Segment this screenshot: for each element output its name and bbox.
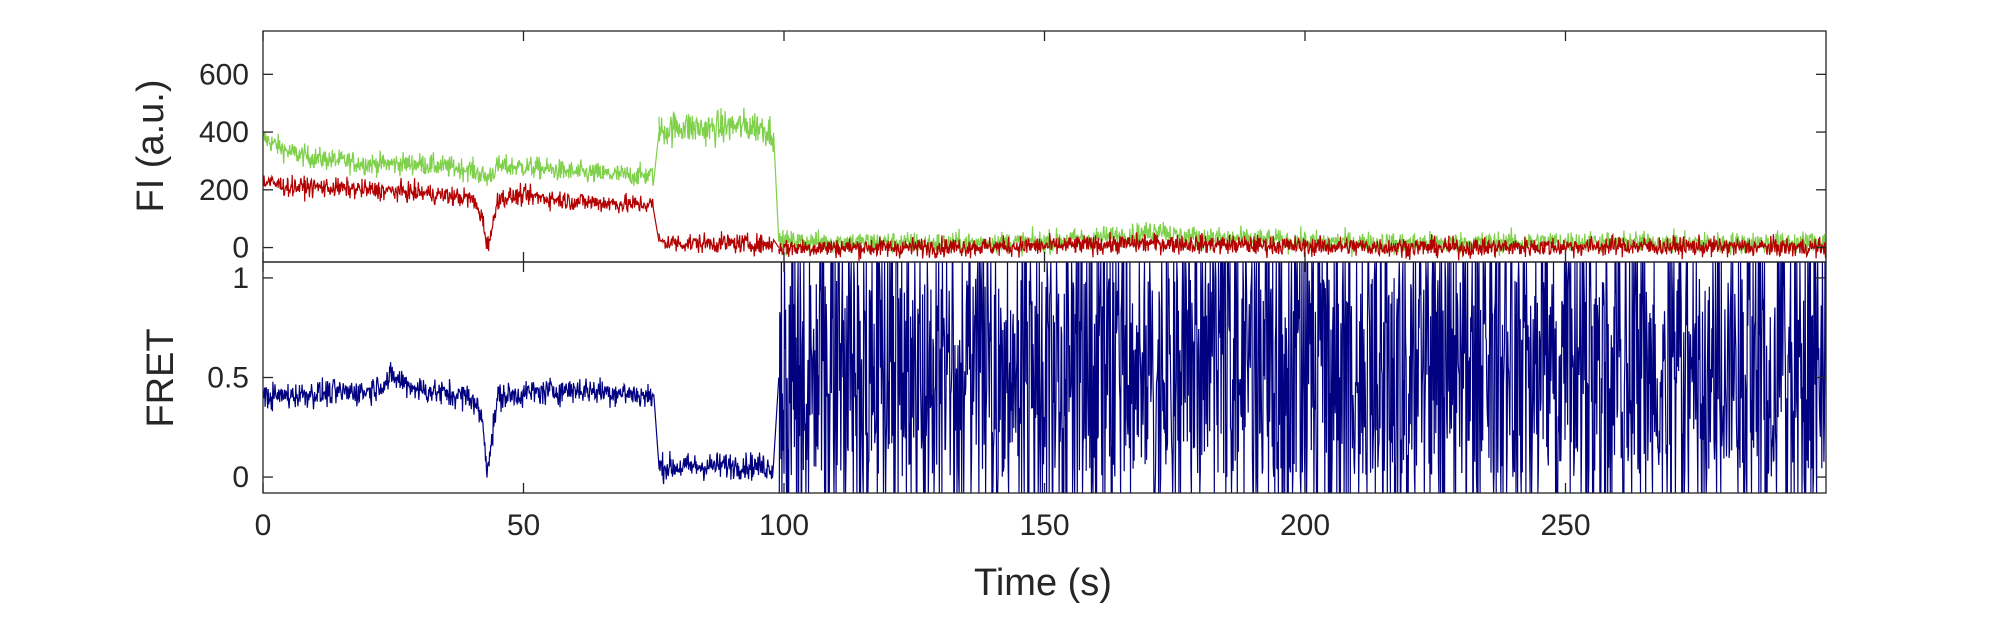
fluorescence-y-axis-label: FI (a.u.) [130,79,172,212]
fret-panel: 0 0.5 1 0 50 100 150 200 250 FRET Time (s) [140,261,1827,604]
y-tick-label: 600 [199,58,249,91]
fret-y-axis-label: FRET [140,328,182,427]
x-tick-label: 200 [1280,509,1330,542]
y-tick-label: 0 [232,461,249,494]
fluorescence-axes-box [262,30,1827,263]
acceptor-trace-line [263,174,1826,261]
x-tick-label: 100 [759,509,809,542]
x-tick-label: 250 [1540,509,1590,542]
y-tick-label: 1 [232,262,249,295]
x-tick-label: 50 [507,509,540,542]
y-tick-label: 200 [199,174,249,207]
donor-trace-line [263,107,1826,258]
fret-trace-line [263,262,1826,493]
x-tick-label: 150 [1019,509,1069,542]
y-tick-label: 0.5 [207,362,249,395]
x-tick-label: 0 [255,509,272,542]
y-tick-label: 400 [199,116,249,149]
fluorescence-panel: 0 200 400 600 FI (a.u.) [130,30,1827,265]
time-x-axis-label: Time (s) [974,562,1112,604]
y-tick-label: 0 [232,232,249,265]
